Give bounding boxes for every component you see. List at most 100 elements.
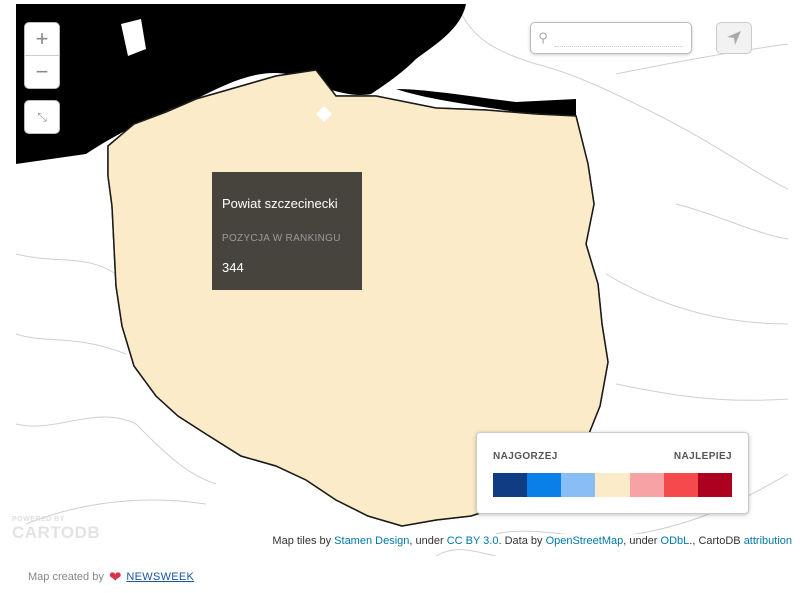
county-region[interactable] <box>641 118 669 151</box>
stamen-link[interactable]: Stamen Design <box>334 535 410 547</box>
county-region[interactable] <box>627 187 658 222</box>
county-region[interactable] <box>196 542 230 556</box>
county-region[interactable] <box>118 400 152 431</box>
tooltip-metric-label: POZYCJA W RANKINGU <box>222 233 341 244</box>
county-region[interactable] <box>82 421 111 456</box>
county-region[interactable] <box>611 168 647 194</box>
county-region[interactable] <box>641 259 670 292</box>
county-region[interactable] <box>480 74 517 102</box>
county-region[interactable] <box>615 352 644 385</box>
county-region[interactable] <box>584 120 621 148</box>
county-region[interactable] <box>78 186 115 222</box>
tooltip-region-name: Powiat szczecinecki <box>222 196 338 211</box>
county-region[interactable] <box>506 70 544 105</box>
county-region[interactable] <box>79 467 115 503</box>
county-region[interactable] <box>626 144 658 173</box>
county-region[interactable] <box>637 354 673 382</box>
locate-button[interactable] <box>716 22 752 54</box>
county-region[interactable] <box>640 399 669 431</box>
county-region[interactable] <box>169 494 204 524</box>
county-region[interactable] <box>221 539 257 556</box>
county-region[interactable] <box>143 539 180 556</box>
fullscreen-button[interactable]: ⤡ <box>24 100 60 134</box>
county-region[interactable] <box>584 70 621 105</box>
county-region[interactable] <box>94 396 126 434</box>
county-region[interactable] <box>105 513 141 550</box>
cartodb-attribution-link[interactable]: attribution <box>743 535 792 547</box>
county-region[interactable] <box>105 373 141 410</box>
zoom-out-button[interactable]: − <box>25 55 59 88</box>
attribution-text: ., CartoDB <box>689 535 744 547</box>
county-region[interactable] <box>224 490 255 526</box>
county-region[interactable] <box>637 214 673 241</box>
county-region[interactable] <box>599 95 632 127</box>
county-region[interactable] <box>78 237 114 265</box>
county-region[interactable] <box>168 444 206 479</box>
map-legend: NAJGORZEJ NAJLEPIEJ <box>476 432 749 514</box>
county-region[interactable] <box>247 495 283 523</box>
county-region[interactable] <box>78 377 115 405</box>
county-region[interactable] <box>588 163 617 199</box>
search-icon: ⚲ <box>538 30 548 45</box>
county-region[interactable] <box>600 139 632 176</box>
county-region[interactable] <box>108 468 137 503</box>
county-region[interactable] <box>272 491 310 526</box>
county-region[interactable] <box>194 491 232 526</box>
legend-swatch <box>527 473 562 497</box>
county-region[interactable] <box>558 74 595 101</box>
county-region[interactable] <box>624 235 661 267</box>
county-region[interactable] <box>611 308 647 335</box>
county-region[interactable] <box>82 280 111 316</box>
county-region[interactable] <box>118 542 151 556</box>
county-region[interactable] <box>233 516 271 546</box>
county-region[interactable] <box>198 443 229 480</box>
legend-swatch <box>663 473 698 497</box>
county-region[interactable] <box>638 164 673 199</box>
county-region[interactable] <box>612 397 646 432</box>
county-region[interactable] <box>93 353 126 384</box>
county-region[interactable] <box>145 490 177 526</box>
newsweek-link[interactable]: NEWSWEEK <box>126 571 195 583</box>
county-region[interactable] <box>91 445 129 478</box>
county-region[interactable] <box>104 424 141 452</box>
county-region[interactable] <box>624 95 661 126</box>
county-region[interactable] <box>173 538 202 556</box>
county-region[interactable] <box>207 470 245 500</box>
zoom-in-button[interactable]: + <box>35 26 49 51</box>
county-region[interactable] <box>184 468 215 503</box>
county-region[interactable] <box>303 491 332 526</box>
county-region[interactable] <box>262 469 293 502</box>
county-region[interactable] <box>638 304 672 339</box>
county-region[interactable] <box>598 236 632 267</box>
county-region[interactable] <box>156 467 192 504</box>
county-region[interactable] <box>159 421 189 456</box>
county-region[interactable] <box>615 212 643 245</box>
county-region[interactable] <box>615 71 643 104</box>
county-region[interactable] <box>129 470 167 499</box>
county-region[interactable] <box>628 327 658 362</box>
odbl-link[interactable]: ODbL <box>660 535 690 547</box>
county-region[interactable] <box>574 92 607 129</box>
county-region[interactable] <box>496 49 528 81</box>
county-region[interactable] <box>119 443 152 480</box>
county-region[interactable] <box>469 46 504 83</box>
search-input[interactable] <box>555 29 683 47</box>
county-region[interactable] <box>182 513 218 549</box>
county-region[interactable] <box>441 49 479 79</box>
county-region[interactable] <box>130 420 167 457</box>
county-region[interactable] <box>116 491 155 525</box>
county-region[interactable] <box>133 515 163 549</box>
county-region[interactable] <box>234 467 270 504</box>
county-region[interactable] <box>612 117 647 151</box>
county-region[interactable] <box>637 74 673 100</box>
ccby-link[interactable]: CC BY 3.0 <box>446 535 499 547</box>
island-shape <box>121 19 146 56</box>
county-region[interactable] <box>92 494 126 524</box>
county-region[interactable] <box>143 447 178 477</box>
openstreetmap-link[interactable]: OpenStreetMap <box>545 535 624 547</box>
baltic-coast-strip <box>396 89 576 116</box>
county-region[interactable] <box>155 517 193 546</box>
county-region[interactable] <box>537 70 566 106</box>
county-region[interactable] <box>210 515 241 548</box>
county-region[interactable] <box>597 187 635 221</box>
